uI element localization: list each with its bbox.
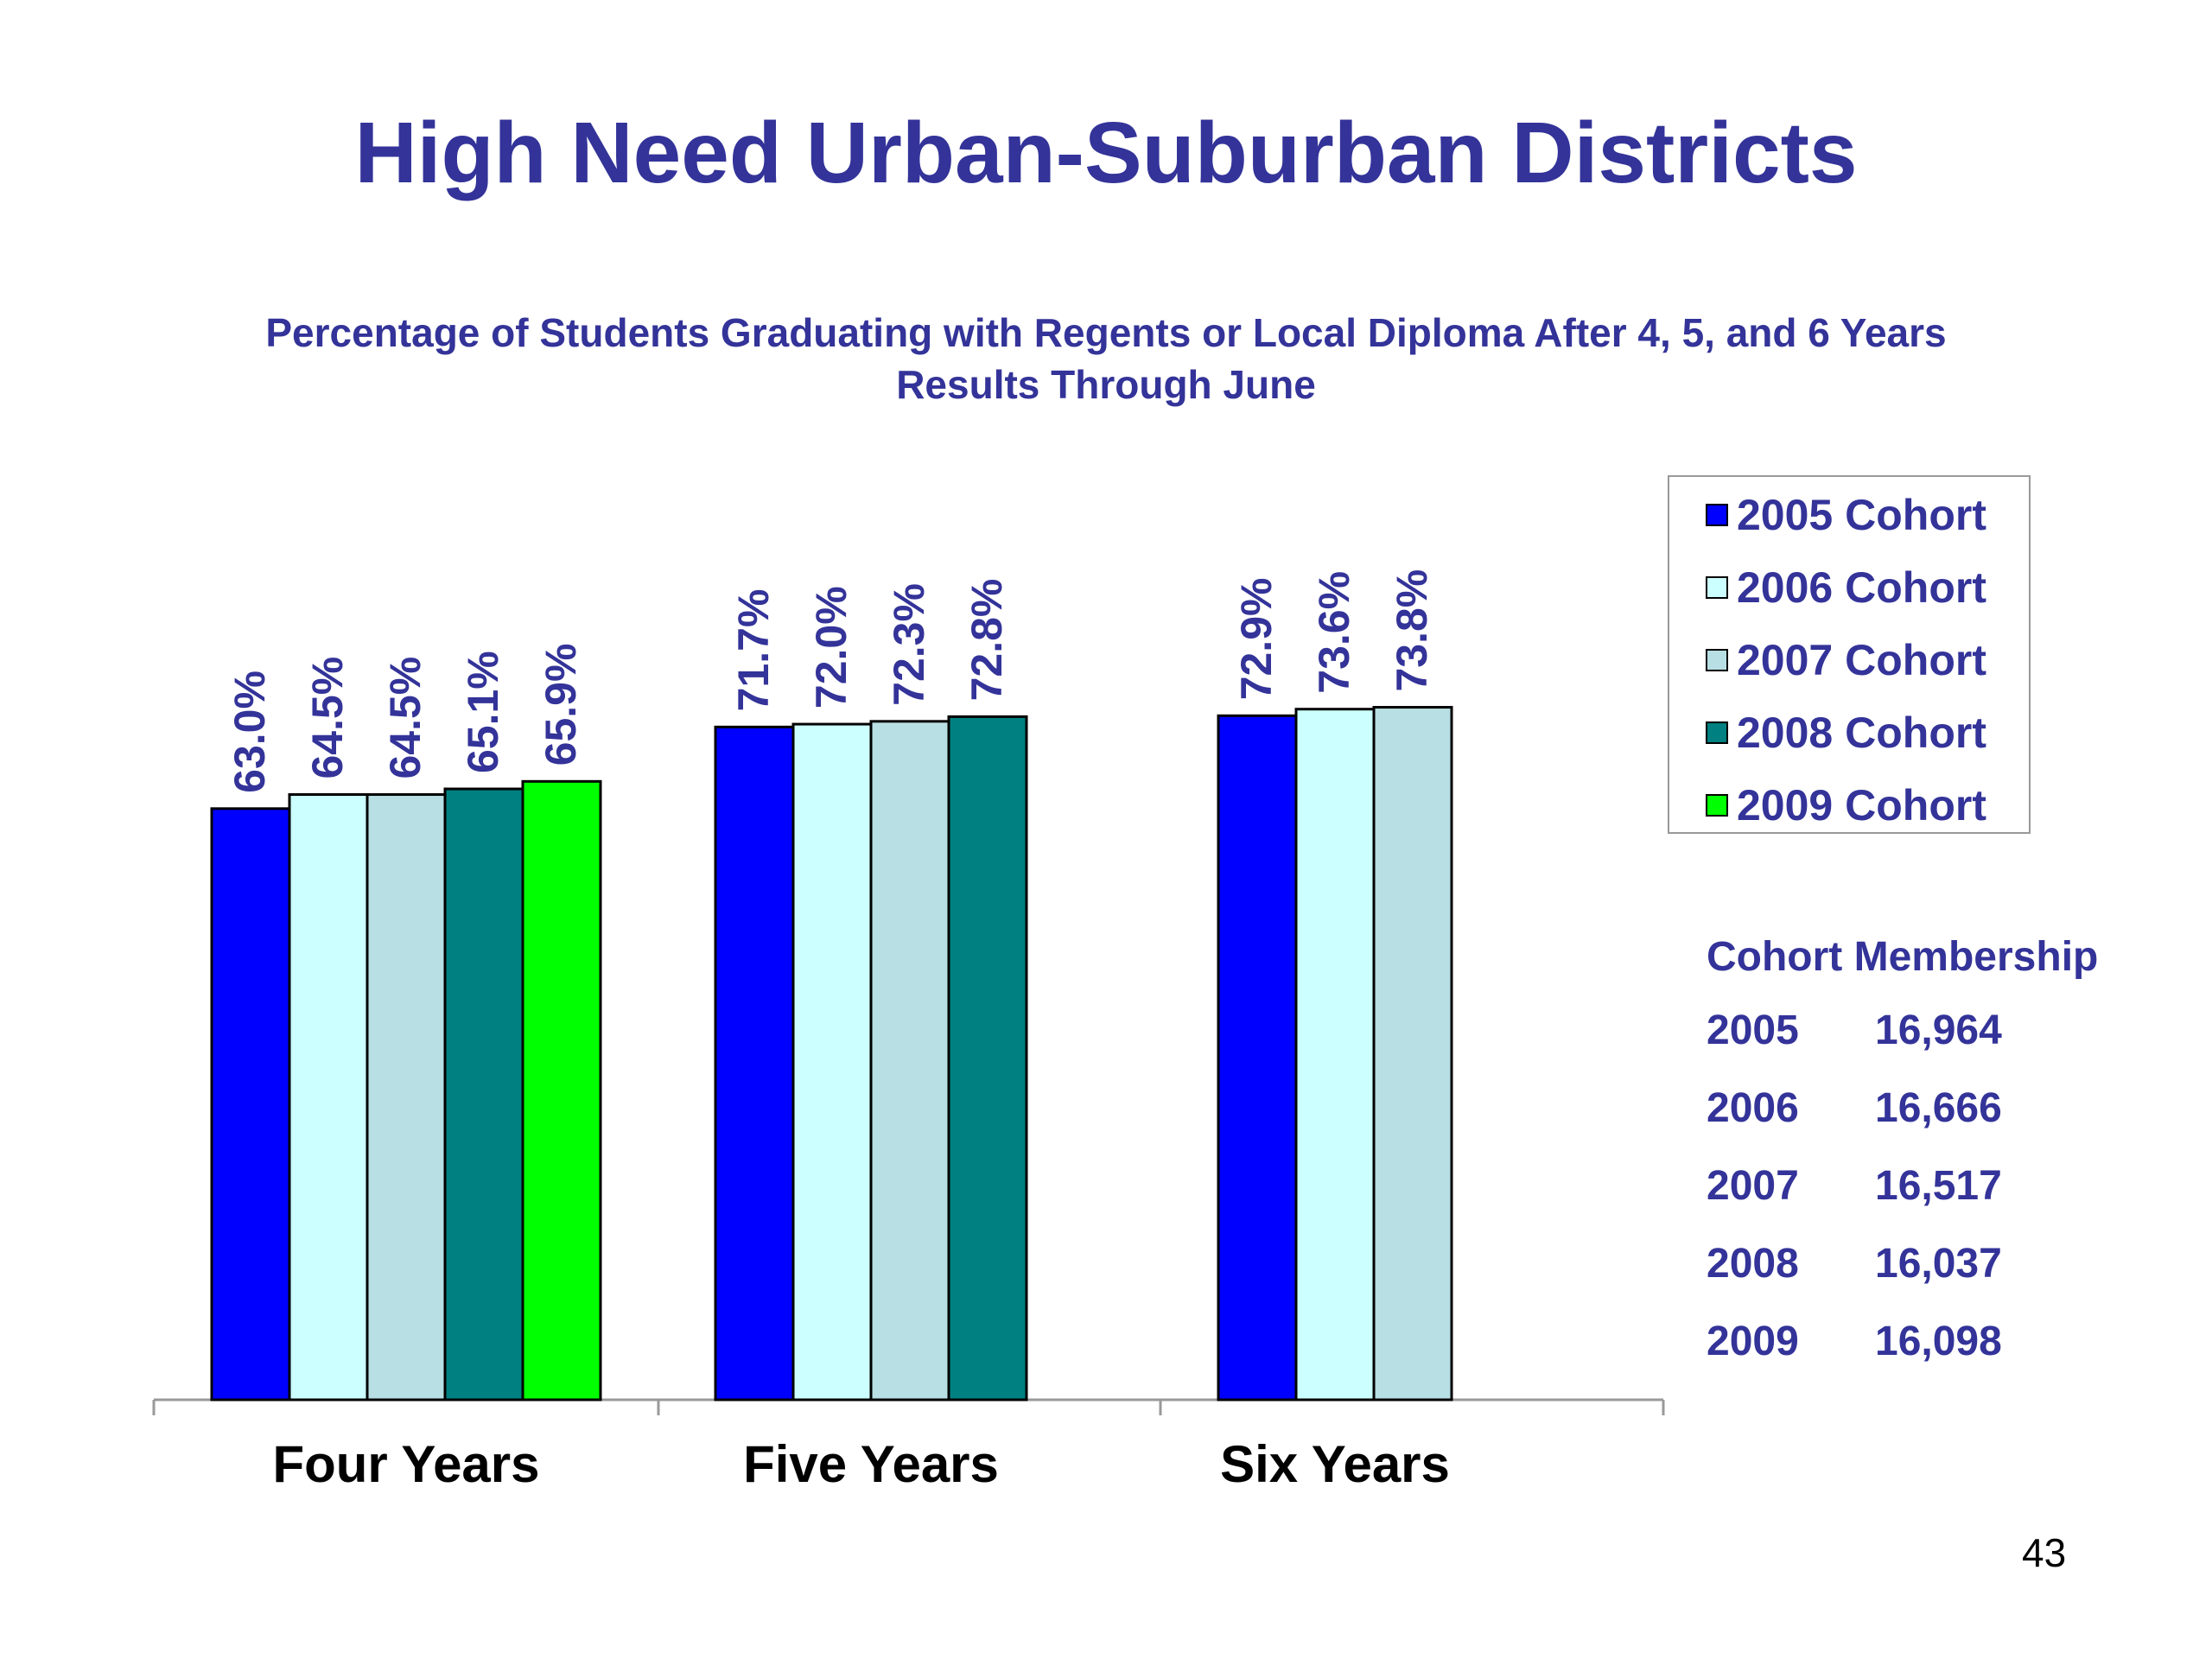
bar-four-years-2008 xyxy=(443,787,524,1402)
bar-five-years-2005 xyxy=(714,725,795,1402)
data-label: 65.9% xyxy=(537,644,585,766)
legend-item-2007: 2007 Cohort xyxy=(1706,634,1986,686)
membership-count: 16,964 xyxy=(1875,1007,2002,1053)
data-label: 72.9% xyxy=(1232,578,1281,701)
data-label: 63.0% xyxy=(226,671,274,793)
chart-title: High Need Urban-Suburban Districts xyxy=(354,105,1858,201)
bar-six-years-2007 xyxy=(1372,706,1453,1402)
chart-subtitle: Percentage of Students Graduating with R… xyxy=(0,307,2212,410)
legend-label-2009: 2009 Cohort xyxy=(1737,781,1986,830)
legend-swatch-2005 xyxy=(1706,504,1728,526)
legend-item-2008: 2008 Cohort xyxy=(1706,707,1986,759)
bar-five-years-2007 xyxy=(869,720,950,1402)
data-label: 72.8% xyxy=(963,579,1011,702)
page-number: 43 xyxy=(2022,1530,2067,1575)
membership-count: 16,098 xyxy=(1875,1319,2002,1364)
legend-label-2005: 2005 Cohort xyxy=(1737,491,1986,539)
legend-swatch-2006 xyxy=(1706,576,1728,599)
x-tick-label: Four Years xyxy=(272,1435,539,1493)
cohort-membership-table: Cohort Membership 2005 16,964 2006 16,66… xyxy=(1707,933,2098,1394)
bar-four-years-2005 xyxy=(210,807,291,1402)
chart-legend: 2005 Cohort 2006 Cohort 2007 Cohort 2008… xyxy=(1668,475,2031,834)
data-label: 71.7% xyxy=(729,589,778,712)
bar-four-years-2006 xyxy=(288,793,369,1402)
legend-label-2008: 2008 Cohort xyxy=(1737,709,1986,757)
legend-label-2006: 2006 Cohort xyxy=(1737,563,1986,612)
bar-five-years-2008 xyxy=(947,715,1028,1402)
membership-year: 2005 xyxy=(1707,1007,1799,1053)
legend-item-2005: 2005 Cohort xyxy=(1706,489,1986,541)
bar-four-years-2009 xyxy=(521,779,602,1402)
subtitle-line-2: Results Through June xyxy=(896,362,1316,407)
bar-five-years-2006 xyxy=(791,722,873,1402)
data-label: 64.5% xyxy=(303,657,352,779)
legend-label-2007: 2007 Cohort xyxy=(1737,636,1986,684)
bar-four-years-2007 xyxy=(365,793,447,1402)
data-label: 64.5% xyxy=(381,657,429,779)
membership-row: 2005 16,964 xyxy=(1707,1005,2098,1083)
subtitle-line-1: Percentage of Students Graduating with R… xyxy=(265,310,1947,355)
membership-count: 16,037 xyxy=(1875,1241,2002,1287)
legend-swatch-2007 xyxy=(1706,649,1728,671)
x-tick-label: Six Years xyxy=(1220,1435,1450,1493)
membership-year: 2007 xyxy=(1707,1163,1799,1209)
membership-count: 16,666 xyxy=(1875,1085,2002,1131)
data-label: 73.8% xyxy=(1388,569,1436,692)
legend-item-2009: 2009 Cohort xyxy=(1706,779,1986,831)
legend-item-2006: 2006 Cohort xyxy=(1706,562,1986,613)
membership-year: 2009 xyxy=(1707,1319,1799,1364)
bar-six-years-2006 xyxy=(1294,708,1376,1402)
membership-row: 2008 16,037 xyxy=(1707,1238,2098,1316)
membership-title: Cohort Membership xyxy=(1707,934,2099,980)
data-label: 73.6% xyxy=(1310,571,1358,694)
membership-row: 2007 16,517 xyxy=(1707,1160,2098,1238)
membership-row: 2009 16,098 xyxy=(1707,1316,2098,1394)
data-label: 72.0% xyxy=(807,586,855,709)
membership-year: 2006 xyxy=(1707,1085,1799,1131)
membership-row: 2006 16,666 xyxy=(1707,1083,2098,1160)
membership-count: 16,517 xyxy=(1875,1163,2002,1209)
data-label: 72.3% xyxy=(885,583,933,706)
bar-six-years-2005 xyxy=(1217,714,1298,1402)
x-tick-label: Five Years xyxy=(743,1435,999,1493)
membership-year: 2008 xyxy=(1707,1241,1799,1287)
data-label: 65.1% xyxy=(459,651,507,773)
legend-swatch-2009 xyxy=(1706,794,1728,817)
legend-swatch-2008 xyxy=(1706,721,1728,744)
